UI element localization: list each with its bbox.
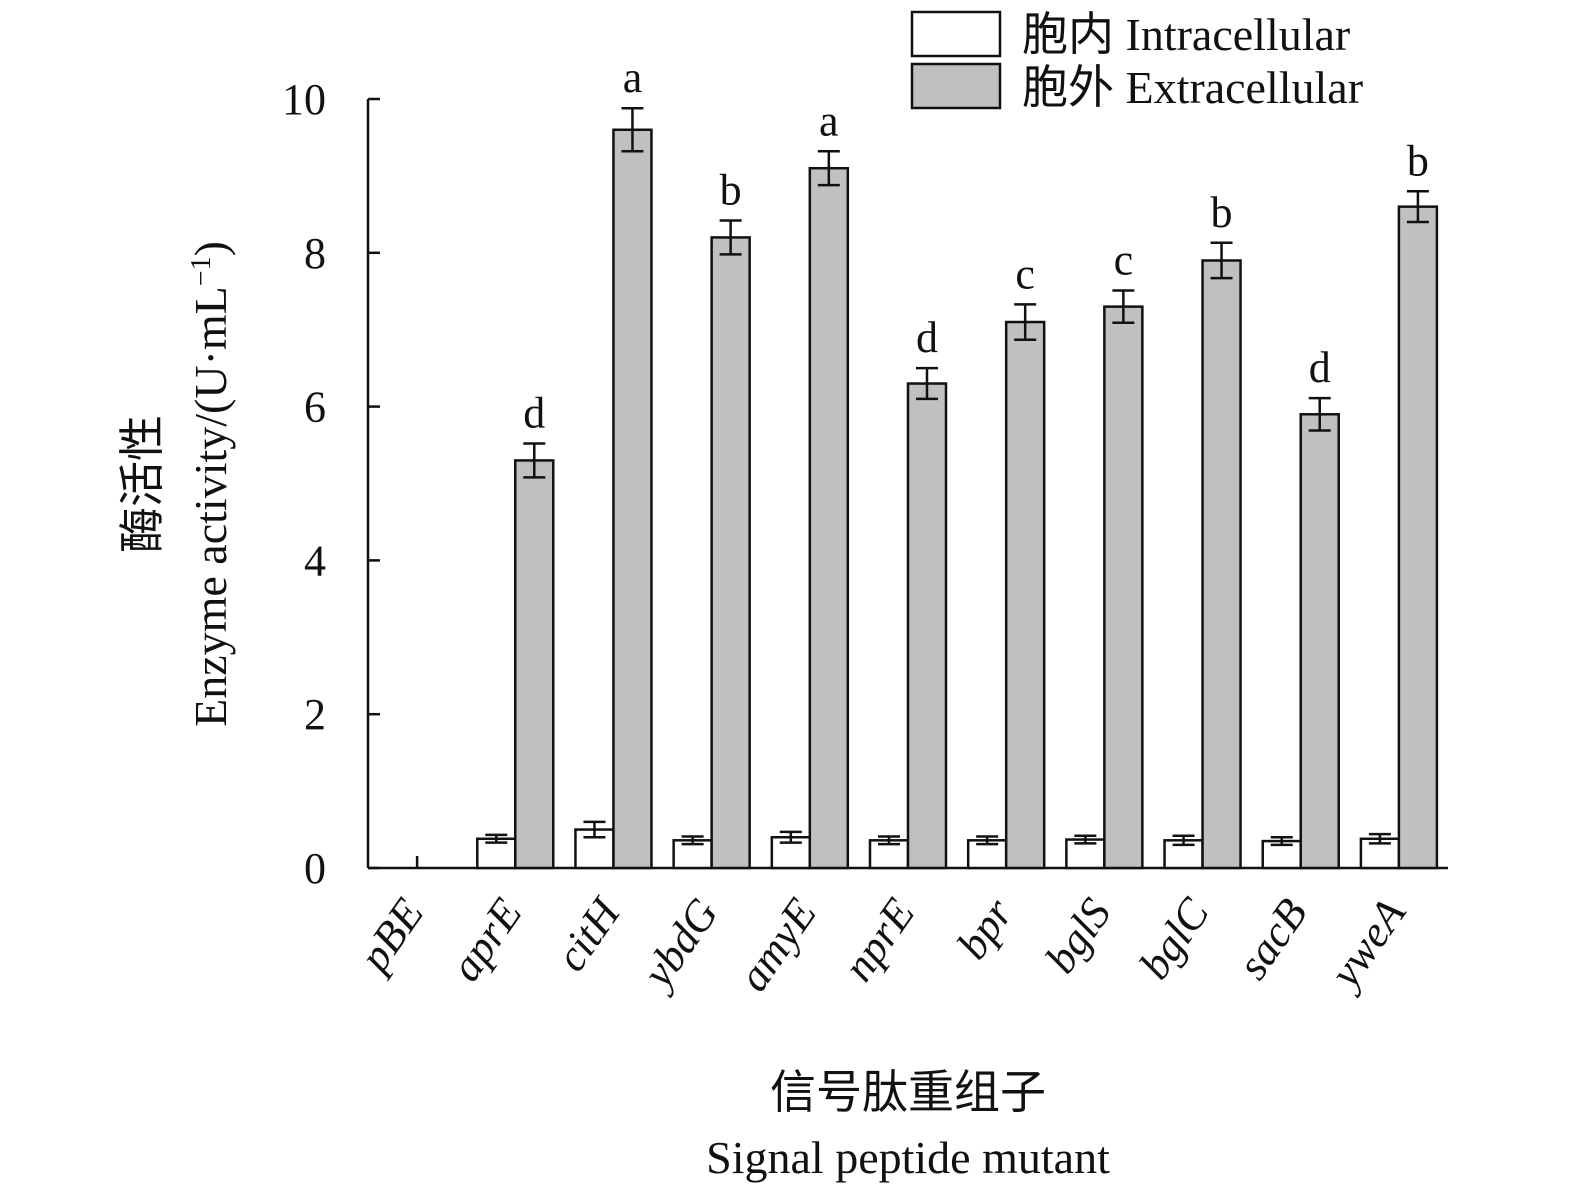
error-bar <box>583 820 606 839</box>
error-bar <box>976 835 999 846</box>
legend-swatch-intracellular <box>910 10 1002 58</box>
bar-extracellular <box>1299 413 1340 870</box>
axes: 0 2 4 6 8 10 <box>282 75 1448 893</box>
error-bar <box>779 830 802 844</box>
y-tick-label: 2 <box>304 690 326 739</box>
category-label: yweA <box>1318 889 1416 999</box>
error-bar <box>681 835 704 846</box>
category-label: amyE <box>728 890 826 1000</box>
error-bar <box>1014 303 1037 341</box>
y-axis-title: Enzyme activity/(U·mL−1) <box>185 241 236 727</box>
category-label: bglS <box>1036 890 1121 982</box>
bar-extracellular <box>906 382 948 870</box>
error-bar <box>1210 241 1233 280</box>
bar-extracellular <box>1397 205 1439 870</box>
y-axis-title-close: ) <box>185 241 236 256</box>
category-label: bpr <box>947 889 1023 968</box>
y-tick-label: 10 <box>282 75 326 124</box>
category-label: ybdG <box>631 890 728 999</box>
error-bar <box>523 442 546 479</box>
bar-extracellular <box>808 166 850 870</box>
error-bar <box>1172 834 1195 847</box>
legend: 胞内 Intracellular 胞外 Extracellular <box>910 9 1363 113</box>
error-bar <box>1406 190 1429 224</box>
bar-extracellular <box>710 236 751 870</box>
significance-label: c <box>1114 235 1134 284</box>
y-axis-title-cn: 酶活性 <box>117 415 168 553</box>
significance-label: c <box>1015 249 1035 298</box>
y-tick-label: 8 <box>304 229 326 278</box>
bar-extracellular <box>1004 320 1046 870</box>
significance-label: d <box>1309 343 1331 392</box>
category-label: sacB <box>1228 890 1317 988</box>
y-axis-title-sup: −1 <box>186 256 217 286</box>
significance-label: a <box>819 96 839 145</box>
significance-label: a <box>623 53 643 102</box>
category-label: pBE <box>348 890 433 983</box>
error-bar <box>878 835 900 846</box>
error-bar <box>916 366 938 401</box>
y-tick-label: 4 <box>304 536 326 585</box>
category-label: citH <box>546 888 631 980</box>
x-axis-title: Signal peptide mutant <box>706 1132 1110 1183</box>
category-label: nprE <box>834 890 925 990</box>
significance-label: b <box>720 166 742 215</box>
error-bar <box>621 106 644 153</box>
error-bar <box>1368 832 1391 845</box>
significance-label: b <box>1211 188 1233 237</box>
bars <box>476 106 1439 870</box>
y-tick-label: 0 <box>304 844 326 893</box>
significance-label: d <box>916 313 938 362</box>
legend-label-intracellular: 胞内 Intracellular <box>1022 9 1350 60</box>
x-axis-title-cn: 信号肽重组子 <box>770 1067 1046 1118</box>
error-bar <box>817 150 840 187</box>
error-bar <box>1308 396 1331 432</box>
bar-extracellular <box>1201 259 1242 870</box>
error-bar <box>1270 835 1293 847</box>
error-bar <box>719 219 742 256</box>
bar-extracellular <box>514 459 555 870</box>
legend-swatch-extracellular <box>910 62 1002 110</box>
category-label: aprE <box>441 890 532 990</box>
error-bar <box>1074 834 1097 845</box>
bar-extracellular <box>1103 305 1144 870</box>
bar-extracellular <box>612 128 653 870</box>
significance-label: b <box>1407 136 1429 185</box>
significance-label: d <box>523 389 545 438</box>
error-bar <box>1112 289 1135 325</box>
category-label: bglC <box>1130 889 1220 988</box>
y-tick-label: 6 <box>304 383 326 432</box>
y-axis-title-main: Enzyme activity/(U·mL <box>185 286 236 727</box>
error-bar <box>485 833 508 844</box>
legend-label-extracellular: 胞外 Extracellular <box>1022 62 1363 113</box>
